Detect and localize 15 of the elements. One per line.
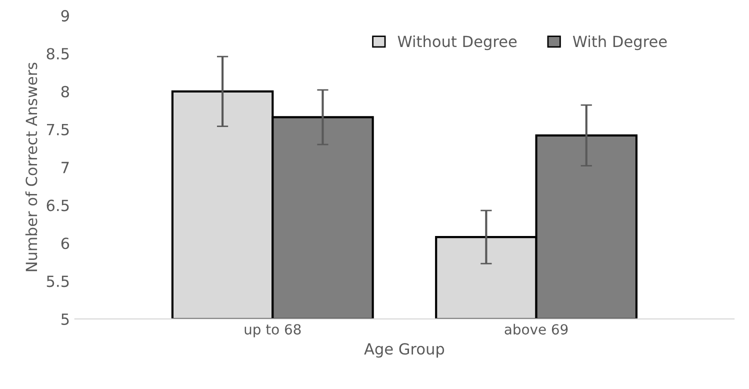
y-tick-label: 8 — [61, 86, 69, 98]
legend-label: Without Degree — [398, 35, 517, 50]
legend-label: With Degree — [572, 35, 667, 50]
y-tick-label: 6 — [61, 238, 70, 250]
y-tick-label: 5 — [62, 314, 69, 325]
x-tick-label: up to 68 — [244, 324, 301, 338]
y-tick-label: 7 — [62, 162, 69, 174]
x-tick-label: above 69 — [504, 324, 568, 335]
y-tick-label: 7.5 — [46, 124, 69, 136]
y-tick-label: 5.5 — [46, 276, 69, 288]
y-tick-label: 8.5 — [46, 48, 69, 60]
y-tick-label: 9 — [61, 10, 69, 22]
y-axis-title: Number of Correct Answers — [25, 62, 38, 272]
y-tick-label: 6.5 — [46, 200, 69, 212]
x-axis-title: Age Group — [364, 343, 444, 358]
